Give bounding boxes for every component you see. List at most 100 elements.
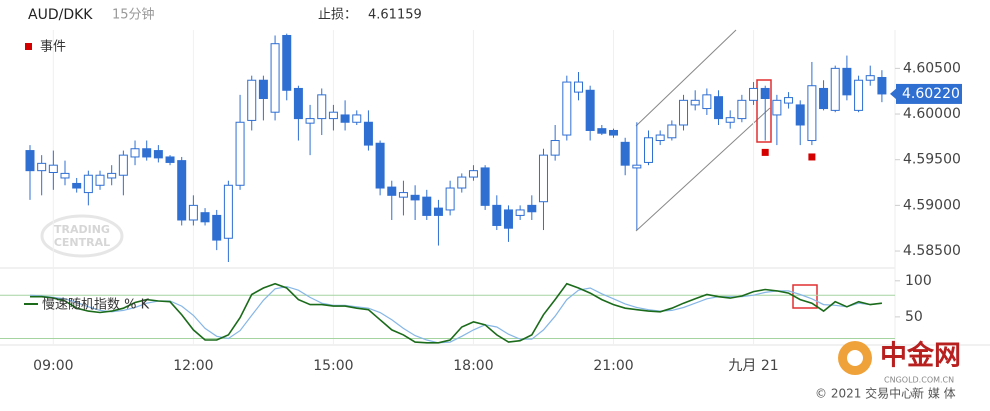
candle-body (667, 124, 677, 139)
candle-body (305, 118, 315, 124)
candle-body (95, 174, 105, 186)
candle-body (317, 94, 327, 120)
candle-body (130, 148, 140, 158)
y-tick-label: 4.59000 (903, 197, 961, 213)
candle-body (480, 167, 490, 206)
candle-body (60, 172, 70, 179)
watermark-text: TRADING (54, 223, 110, 236)
chart-title: AUD/DKK (28, 7, 93, 23)
candle-body (258, 79, 268, 100)
candle-body (819, 87, 829, 110)
candle-body (550, 140, 560, 156)
candle-body (655, 134, 665, 142)
candle-body (107, 172, 117, 179)
candle-body (37, 162, 47, 172)
candle-body (714, 96, 724, 120)
candle-body (235, 121, 245, 186)
candle-body (422, 196, 432, 216)
x-tick-label: 21:00 (593, 358, 633, 374)
candle-body (445, 187, 455, 211)
candle-body (784, 97, 794, 104)
candle-body (177, 160, 187, 221)
candle-body (375, 142, 385, 189)
y-tick-label: 4.60000 (903, 106, 961, 122)
candle-body (760, 87, 770, 100)
candle-body (538, 154, 548, 203)
y-tick-label: 4.58500 (903, 243, 961, 259)
candle-body (830, 67, 840, 111)
candle-body (725, 117, 735, 123)
candle-body (282, 34, 292, 91)
candle-body (165, 156, 175, 163)
channel-line (635, 107, 771, 232)
candle-body (83, 174, 93, 194)
x-tick-label: 九月 21 (728, 358, 778, 374)
last-price-pointer (890, 87, 897, 100)
last-price-label: 4.60220 (902, 86, 960, 102)
candle-body (212, 214, 222, 241)
chart-subtitle: 15分钟 (112, 7, 155, 23)
candle-body (270, 43, 280, 113)
y-tick-label: 4.60500 (903, 60, 961, 76)
candle-body (457, 176, 467, 189)
candle-body (632, 164, 642, 169)
candle-body (387, 186, 397, 196)
stop-loss-label: 止损： (318, 8, 357, 23)
candle-body (597, 128, 607, 134)
candle-body (865, 75, 875, 81)
y-tick-label: 100 (905, 273, 932, 289)
highlight-box (756, 79, 772, 143)
x-tick-label: 15:00 (313, 358, 353, 374)
candle-body (609, 129, 618, 136)
copyright: 新 媒 体 (912, 386, 956, 401)
candle-body (503, 209, 513, 229)
candle-body (433, 207, 443, 216)
event-marker (761, 148, 769, 156)
y-tick-label: 50 (905, 309, 923, 325)
logo-icon (847, 350, 863, 366)
candle-body (702, 94, 712, 110)
watermark-text: CENTRAL (54, 236, 110, 249)
last-price-box (896, 83, 962, 104)
candle-body (515, 209, 525, 216)
candle-body (737, 99, 747, 120)
candle-body (340, 114, 350, 123)
candle-body (492, 204, 502, 226)
candle-body (142, 148, 152, 158)
candle-body (410, 194, 420, 201)
candle-body (25, 150, 35, 172)
candle-body (118, 154, 128, 176)
candle-body (690, 99, 700, 106)
stop-loss-value: 4.61159 (368, 8, 422, 23)
copyright: © 2021 交易中心 (815, 386, 913, 401)
x-tick-label: 18:00 (453, 358, 493, 374)
candle-body (854, 79, 864, 111)
candle-body (247, 79, 257, 121)
candle-body (398, 192, 408, 198)
x-tick-label: 12:00 (173, 358, 213, 374)
candle-body (293, 87, 303, 120)
candle-body (644, 137, 654, 163)
legend-label: 慢速随机指数 % K (42, 297, 150, 313)
candle-body (200, 212, 210, 223)
candle-body (842, 67, 852, 96)
candle-body (877, 76, 887, 95)
candle-body (352, 114, 362, 123)
plot-layer: 09:00 12:00 15:00 18:00 21:00 九月 21 4.60500 4.6… (0, 30, 962, 374)
indicator-line (30, 282, 882, 344)
candle-body (48, 164, 58, 173)
candle-body (188, 204, 198, 221)
candle-body (585, 89, 595, 131)
y-tick-label: 4.59500 (903, 152, 961, 168)
channel-line (635, 29, 737, 127)
x-tick-label: 09:00 (33, 358, 73, 374)
event-marker (808, 153, 816, 161)
candle-body (573, 81, 583, 93)
logo-text: 中金网 (880, 340, 961, 372)
candle-body (795, 104, 805, 126)
candle-body (807, 85, 817, 142)
candle-body (562, 81, 572, 136)
candle-body (468, 170, 478, 178)
